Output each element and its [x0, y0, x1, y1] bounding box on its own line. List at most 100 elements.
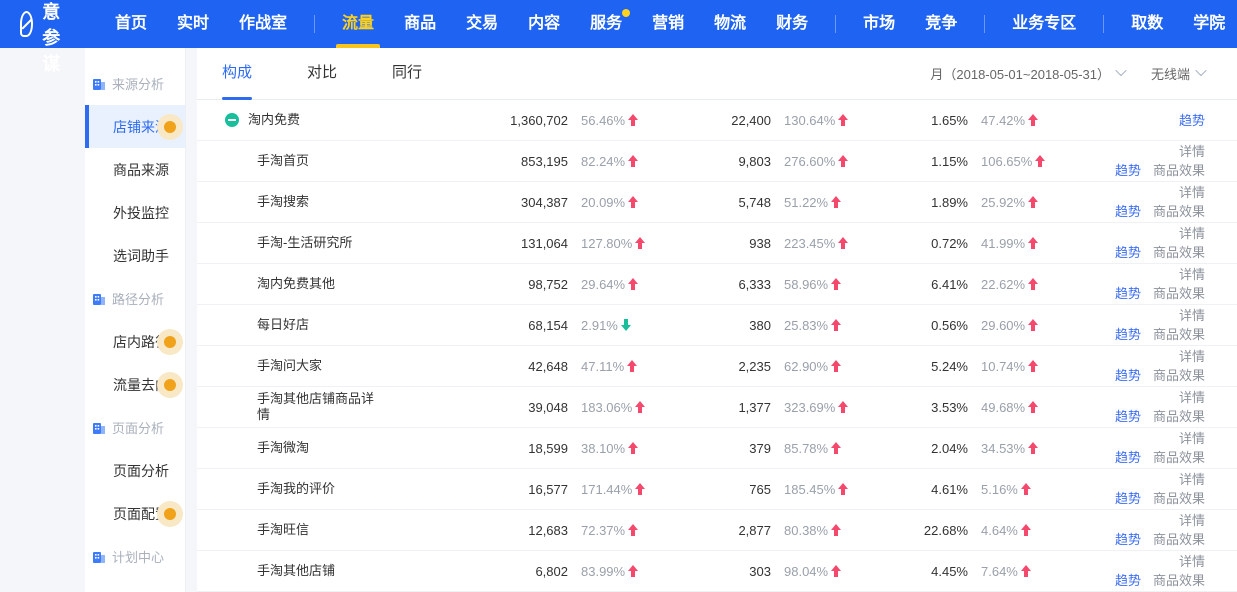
sidebar-item-external-monitor[interactable]: 外投监控 [113, 204, 169, 221]
sidebar-item-shop-source[interactable]: 店铺来源 [85, 105, 185, 148]
buyers-change: 80.38% [771, 523, 883, 538]
arrow-up-icon [1028, 442, 1039, 454]
table-row: 手淘其他店铺商品详情 39,048 183.06% 1,377 323.69% 3.53%… [197, 387, 1237, 428]
rate-change-value: 49.68% [981, 399, 1026, 415]
rate-change-value: 25.92% [981, 194, 1026, 210]
product-effect-link[interactable]: 商品效果 [1152, 450, 1205, 465]
row-actions-cell: 详情趋势 商品效果 [1076, 470, 1237, 508]
detail-link[interactable]: 详情 [1178, 185, 1205, 200]
buyers-value: 22,400 [731, 112, 771, 128]
product-effect-link[interactable]: 商品效果 [1152, 409, 1205, 424]
source-name: 手淘其他店铺商品详情 [257, 391, 375, 422]
orange-dot-badge [157, 328, 183, 355]
nav-item-competition[interactable]: 竞争 [925, 15, 958, 32]
nav-item-logistics[interactable]: 物流 [714, 15, 747, 32]
trend-link[interactable]: 趋势 [1114, 450, 1141, 465]
source-name: 淘内免费其他 [257, 276, 336, 291]
arrow-up-icon [1028, 360, 1039, 372]
buyers-change-value: 98.04% [784, 563, 829, 579]
orange-dot-badge [157, 113, 183, 140]
trend-link[interactable]: 趋势 [1114, 327, 1141, 342]
detail-link[interactable]: 详情 [1178, 554, 1205, 569]
trend-link[interactable]: 趋势 [1114, 573, 1141, 588]
tab-compare[interactable]: 对比 [307, 63, 338, 81]
nav-item-service[interactable]: 服务 [588, 0, 631, 48]
trend-link[interactable]: 趋势 [1114, 204, 1141, 219]
detail-link[interactable]: 详情 [1178, 513, 1205, 528]
detail-link[interactable]: 详情 [1178, 349, 1205, 364]
nav-item-data-fetch[interactable]: 取数 [1131, 15, 1164, 32]
product-effect-link[interactable]: 商品效果 [1152, 368, 1205, 383]
brand[interactable]: 生意参谋 [20, 0, 74, 76]
sidebar-item-traffic-destination[interactable]: 流量去向 [85, 363, 185, 406]
nav-item-finance[interactable]: 财务 [776, 15, 809, 32]
rate-change: 34.53% [968, 441, 1076, 456]
arrow-up-icon [1020, 524, 1031, 536]
product-effect-link[interactable]: 商品效果 [1152, 327, 1205, 342]
arrow-up-icon [831, 442, 842, 454]
row-label-cell: 手淘问大家 [197, 358, 462, 374]
product-effect-link[interactable]: 商品效果 [1152, 204, 1205, 219]
product-effect-link[interactable]: 商品效果 [1152, 286, 1205, 301]
nav-item-realtime[interactable]: 实时 [177, 15, 210, 32]
trend-link[interactable]: 趋势 [1114, 532, 1141, 547]
nav-item-content[interactable]: 内容 [528, 15, 561, 32]
sidebar-item-word-assistant[interactable]: 选词助手 [113, 247, 169, 264]
product-effect-link[interactable]: 商品效果 [1152, 245, 1205, 260]
detail-link[interactable]: 详情 [1178, 144, 1205, 159]
detail-link[interactable]: 详情 [1178, 472, 1205, 487]
rate-change-value: 4.64% [981, 522, 1018, 538]
nav-item-business-zone[interactable]: 业务专区 [1012, 15, 1077, 32]
sidebar-item-product-source[interactable]: 商品来源 [113, 161, 169, 178]
trend-link[interactable]: 趋势 [1114, 368, 1141, 383]
visitors-value: 16,577 [528, 481, 568, 497]
tab-peers[interactable]: 同行 [392, 63, 423, 81]
tab-composition[interactable]: 构成 [222, 48, 253, 100]
detail-link[interactable]: 详情 [1178, 390, 1205, 405]
nav-item-marketing[interactable]: 营销 [652, 15, 685, 32]
rate-value: 4.61% [931, 481, 968, 497]
rate-change-value: 41.99% [981, 235, 1026, 251]
nav-item-market[interactable]: 市场 [863, 15, 896, 32]
row-label-cell: 手淘首页 [197, 153, 462, 169]
detail-link[interactable]: 详情 [1178, 267, 1205, 282]
product-effect-link[interactable]: 商品效果 [1152, 573, 1205, 588]
trend-link[interactable]: 趋势 [1114, 286, 1141, 301]
date-range-filter[interactable]: 月（2018-05-01~2018-05-31） [930, 64, 1127, 83]
rate-change: 41.99% [968, 236, 1076, 251]
rate-change-value: 7.64% [981, 563, 1018, 579]
actions-line: 趋势 商品效果 [1115, 489, 1205, 508]
nav-item-product[interactable]: 商品 [404, 15, 437, 32]
trend-link[interactable]: 趋势 [1114, 245, 1141, 260]
buyers-change-value: 62.90% [784, 358, 829, 374]
nav-item-home[interactable]: 首页 [115, 15, 148, 32]
table-row: 淘内免费其他 98,752 29.64% 6,333 58.96% 6.41% 22.62%… [197, 264, 1237, 305]
trend-link[interactable]: 趋势 [1114, 491, 1141, 506]
trend-link[interactable]: 趋势 [1114, 409, 1141, 424]
nav-item-trade[interactable]: 交易 [466, 15, 499, 32]
actions-line: 趋势 商品效果 [1115, 202, 1205, 221]
sidebar-item-page-analysis-item[interactable]: 页面分析 [113, 462, 169, 479]
product-effect-link[interactable]: 商品效果 [1152, 491, 1205, 506]
detail-link[interactable]: 详情 [1178, 308, 1205, 323]
toolbar-filters: 月（2018-05-01~2018-05-31） 无线端 [930, 64, 1207, 83]
detail-link[interactable]: 详情 [1178, 431, 1205, 446]
row-actions-cell: 趋势 [1076, 111, 1237, 130]
product-effect-link[interactable]: 商品效果 [1152, 532, 1205, 547]
nav-divider [314, 15, 316, 33]
rate-change: 4.64% [968, 523, 1076, 538]
device-filter-label: 无线端 [1150, 67, 1190, 82]
detail-link[interactable]: 详情 [1178, 226, 1205, 241]
arrow-up-icon [1020, 483, 1031, 495]
collapse-toggle-icon[interactable] [225, 113, 239, 127]
trend-link[interactable]: 趋势 [1114, 163, 1141, 178]
device-filter[interactable]: 无线端 [1150, 64, 1207, 83]
nav-item-war-room[interactable]: 作战室 [239, 15, 288, 32]
nav-item-traffic[interactable]: 流量 [340, 0, 376, 48]
buyers-value: 2,235 [738, 358, 771, 374]
nav-item-academy[interactable]: 学院 [1193, 15, 1226, 32]
trend-link[interactable]: 趋势 [1178, 112, 1205, 128]
product-effect-link[interactable]: 商品效果 [1152, 163, 1205, 178]
sidebar-item-instore-path[interactable]: 店内路径 [85, 320, 185, 363]
sidebar-item-page-config[interactable]: 页面配置 [85, 492, 185, 535]
